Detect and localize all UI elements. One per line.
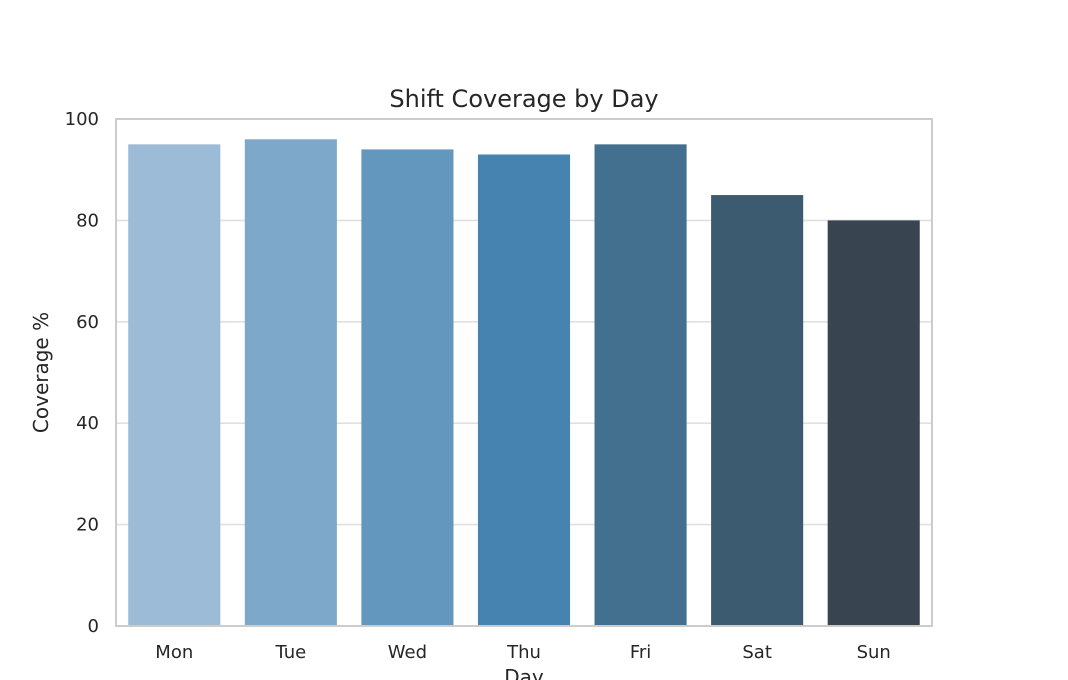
y-tick-label: 40 (76, 413, 99, 434)
x-tick-label: Mon (155, 642, 193, 663)
chart-title: Shift Coverage by Day (389, 85, 658, 113)
plot-frame (115, 118, 933, 627)
bar-fri (594, 144, 687, 626)
x-tick-label: Sat (742, 642, 772, 663)
y-tick-label: 0 (88, 616, 99, 637)
bar-thu (477, 154, 571, 627)
y-tick-label: 20 (76, 515, 99, 536)
x-tick-label: Tue (274, 642, 306, 663)
x-axis-label: Day (504, 665, 544, 680)
bar-sat (711, 195, 804, 627)
x-tick-labels: Mon Tue Wed Thu Fri Sat Sun (155, 642, 891, 663)
bar-mon (128, 144, 221, 626)
x-tick-label: Fri (630, 642, 651, 663)
y-tick-label: 60 (76, 312, 99, 333)
x-tick-label: Sun (857, 642, 891, 663)
bars (128, 139, 920, 627)
y-tick-label: 80 (76, 210, 99, 231)
y-axis-label: Coverage % (29, 312, 53, 433)
bar-sun (827, 220, 920, 626)
x-tick-label: Wed (388, 642, 427, 663)
y-tick-labels: 0 20 40 60 80 100 (65, 109, 99, 637)
x-tick-label: Thu (506, 642, 541, 663)
y-tick-label: 100 (65, 109, 99, 130)
bar-wed (361, 149, 454, 627)
bar-tue (244, 139, 337, 626)
